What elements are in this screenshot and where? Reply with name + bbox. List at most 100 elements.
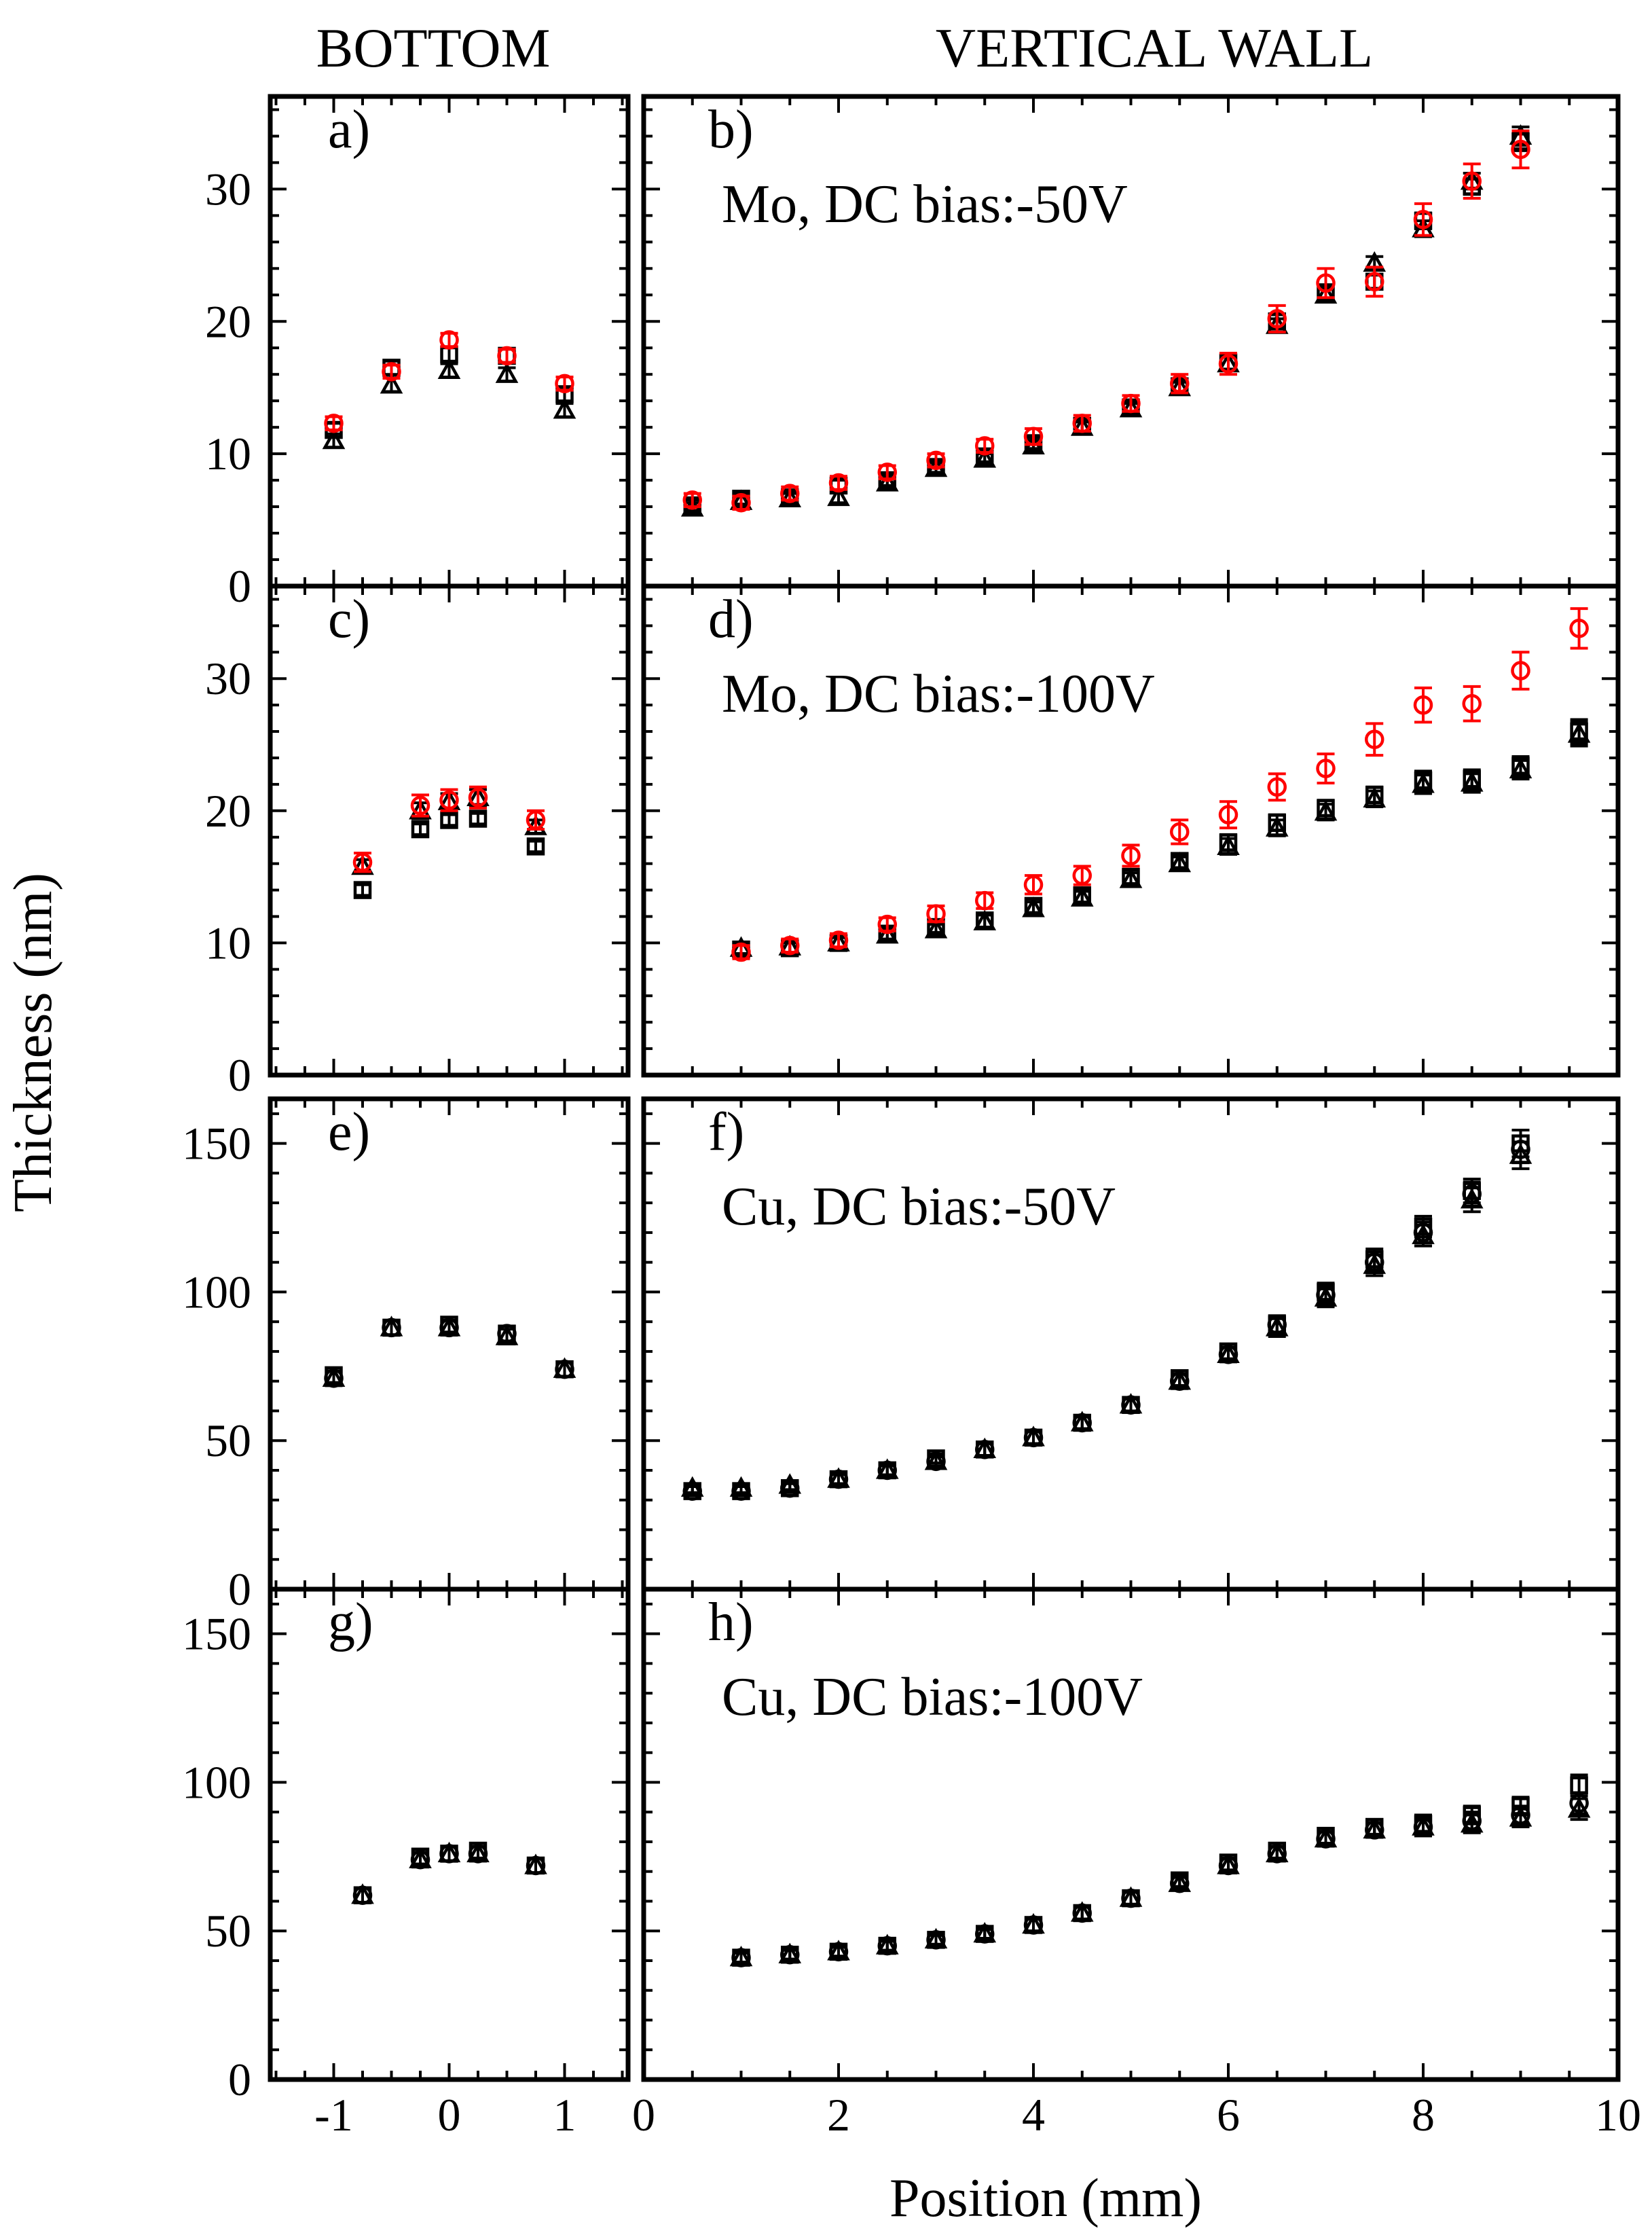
data-point-circle xyxy=(1316,759,1336,778)
data-point-square xyxy=(1024,896,1043,915)
data-point-circle xyxy=(828,930,849,950)
data-point-circle xyxy=(975,1924,995,1944)
y-tick-label: 30 xyxy=(205,653,251,704)
data-point-circle xyxy=(828,1469,849,1489)
data-point-circle xyxy=(1365,272,1384,292)
panel-f: f) Cu, DC bias:-50V xyxy=(641,1096,1621,1592)
data-point-circle xyxy=(682,490,702,510)
data-point-circle xyxy=(828,1942,849,1962)
data-point-triangle xyxy=(322,429,346,450)
data-point-circle xyxy=(1413,1817,1433,1837)
data-point-circle xyxy=(1413,695,1433,715)
data-point-circle xyxy=(526,1855,546,1876)
y-tick-label: 0 xyxy=(228,560,251,612)
panel-b-series-circle xyxy=(682,129,1530,513)
data-point-circle xyxy=(1218,805,1238,824)
data-point-square xyxy=(526,837,545,856)
panel-a: 0 10 20 30 a) xyxy=(205,94,631,612)
panel-h-frame xyxy=(641,1586,1621,2082)
data-point-circle xyxy=(1121,1395,1141,1415)
x-tick-label: 10 xyxy=(1595,2089,1641,2141)
data-point-circle xyxy=(439,1318,459,1338)
panel-g: 0 50 100 150 -1 0 1 g) xyxy=(182,1586,631,2141)
data-point-circle xyxy=(975,890,995,911)
data-point-circle xyxy=(877,1936,897,1956)
y-tick-label: 20 xyxy=(205,295,251,347)
panel-b: b) Mo, DC bias:-50V xyxy=(641,94,1621,589)
data-point-square xyxy=(1463,769,1481,788)
data-point-circle xyxy=(731,1481,751,1501)
data-point-square xyxy=(976,911,994,930)
data-point-circle xyxy=(324,1368,344,1388)
data-point-circle xyxy=(1511,1805,1530,1825)
data-point-triangle xyxy=(1363,786,1387,807)
panel-e: 0 50 100 150 e) xyxy=(182,1096,631,1615)
data-point-triangle xyxy=(495,362,519,383)
data-point-circle xyxy=(1569,619,1589,638)
panel-f-series-circle xyxy=(682,1134,1530,1501)
data-point-circle xyxy=(926,450,946,471)
x-tick-label: 0 xyxy=(632,2089,655,2141)
data-point-triangle xyxy=(380,373,403,394)
x-tick-label: 8 xyxy=(1412,2089,1435,2141)
data-point-circle xyxy=(1218,1855,1238,1876)
y-tick-label: 100 xyxy=(182,1266,251,1318)
data-point-circle xyxy=(382,1318,401,1338)
data-point-square xyxy=(1511,757,1530,775)
y-tick-label: 150 xyxy=(182,1118,251,1169)
x-tick-label: 1 xyxy=(553,2089,576,2141)
data-point-circle xyxy=(324,414,344,433)
data-point-circle xyxy=(1218,354,1238,374)
panel-h-series-triangle xyxy=(729,1797,1591,1967)
panel-g-label: g) xyxy=(328,1593,373,1652)
data-point-square xyxy=(411,820,430,839)
data-point-circle xyxy=(497,1324,517,1343)
data-point-circle xyxy=(877,914,897,934)
data-point-triangle xyxy=(1314,283,1338,304)
data-point-circle xyxy=(1121,1888,1141,1908)
data-point-circle xyxy=(1170,1873,1190,1893)
panel-d-series-circle xyxy=(731,607,1589,962)
data-point-circle xyxy=(1121,393,1141,414)
data-point-triangle xyxy=(409,799,432,820)
data-point-square xyxy=(1171,852,1189,871)
data-point-triangle xyxy=(1022,896,1045,918)
data-point-triangle xyxy=(1314,800,1338,821)
y-tick-label: 10 xyxy=(205,917,251,968)
data-point-triangle xyxy=(1412,772,1435,793)
data-point-circle xyxy=(1413,209,1433,230)
data-point-circle xyxy=(1072,1413,1092,1433)
column-title-vertical-wall: VERTICAL WALL xyxy=(936,17,1373,79)
panel-h: 0 2 4 6 8 10 h) Cu, DC bias:-100V xyxy=(632,1586,1641,2141)
data-point-square xyxy=(353,881,372,899)
panel-d-series-triangle xyxy=(729,721,1591,957)
data-point-triangle xyxy=(1509,757,1532,779)
data-point-circle xyxy=(926,904,946,924)
panel-f-frame xyxy=(641,1096,1621,1592)
y-tick-label: 0 xyxy=(228,2054,251,2105)
panel-c-frame xyxy=(268,583,631,1078)
panel-c: 0 10 20 30 c) xyxy=(205,583,631,1101)
x-tick-label: 6 xyxy=(1217,2089,1240,2141)
panel-h-annotation: Cu, DC bias:-100V xyxy=(722,1667,1143,1727)
data-point-circle xyxy=(1023,426,1044,447)
data-point-circle xyxy=(731,942,751,962)
data-point-circle xyxy=(1267,309,1287,329)
data-point-circle xyxy=(877,462,897,482)
data-point-triangle xyxy=(1265,816,1289,837)
data-point-triangle xyxy=(495,1324,519,1345)
data-point-triangle xyxy=(924,918,948,939)
panel-h-series-square xyxy=(732,1773,1588,1967)
y-tick-label: 50 xyxy=(205,1905,251,1957)
data-point-circle xyxy=(731,1948,751,1967)
data-point-triangle xyxy=(1217,834,1240,856)
data-point-circle xyxy=(731,492,751,513)
column-title-bottom: BOTTOM xyxy=(316,17,551,79)
panel-d-annotation: Mo, DC bias:-100V xyxy=(722,664,1155,724)
panel-d: d) Mo, DC bias:-100V xyxy=(641,583,1621,1078)
data-point-circle xyxy=(780,936,800,956)
panel-e-series-circle xyxy=(324,1318,574,1388)
data-point-square xyxy=(1219,833,1238,852)
data-point-circle xyxy=(1267,777,1287,797)
